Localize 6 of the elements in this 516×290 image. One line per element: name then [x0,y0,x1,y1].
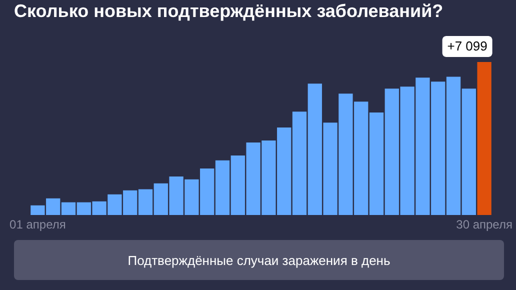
x-tick-label: 01 апреля [10,218,66,232]
x-tick-label: 30 апреля [456,218,512,232]
chart-title: Сколько новых подтверждённых заболеваний? [14,1,444,22]
button: Подтверждённые случаи заражения в день [14,240,504,280]
bar [477,62,492,215]
annotation: +7 099 [447,38,488,54]
